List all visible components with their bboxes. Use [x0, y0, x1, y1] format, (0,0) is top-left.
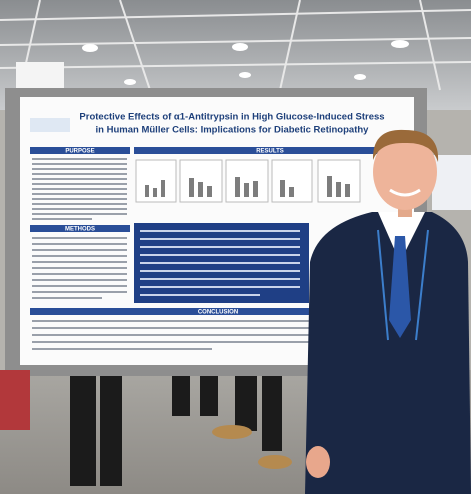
- text-lines: [32, 158, 127, 220]
- text-lines: [140, 230, 300, 296]
- poster-title: in Human Müller Cells: Implications for …: [96, 125, 370, 136]
- text-lines: [32, 320, 322, 350]
- shoe: [258, 455, 292, 469]
- smile: [389, 188, 421, 197]
- poster-title: Protective Effects of α1-Antitrypsin in …: [79, 112, 384, 123]
- face: [373, 134, 437, 210]
- lanyard: [377, 229, 429, 341]
- hand: [306, 446, 330, 478]
- section-header: [30, 147, 130, 154]
- section-title: PURPOSE: [65, 149, 94, 155]
- section-header: [134, 147, 406, 154]
- hair: [372, 129, 439, 162]
- section-title: METHODS: [65, 227, 95, 233]
- poster-logo: [30, 118, 70, 132]
- section-header: [30, 308, 406, 315]
- section-title: RESULTS: [256, 149, 284, 155]
- next-poster: [432, 155, 471, 210]
- text-lines: [32, 237, 127, 299]
- result-figures: [135, 159, 361, 203]
- shoe: [212, 425, 252, 439]
- ceiling-lights: [82, 40, 409, 85]
- section-title: CONCLUSION: [198, 310, 238, 316]
- tie: [389, 236, 411, 338]
- board-number-sign: [16, 62, 64, 92]
- section-header: [30, 225, 130, 232]
- people-behind-board: [70, 376, 282, 486]
- chair: [0, 370, 30, 430]
- suit-jacket: [305, 212, 471, 494]
